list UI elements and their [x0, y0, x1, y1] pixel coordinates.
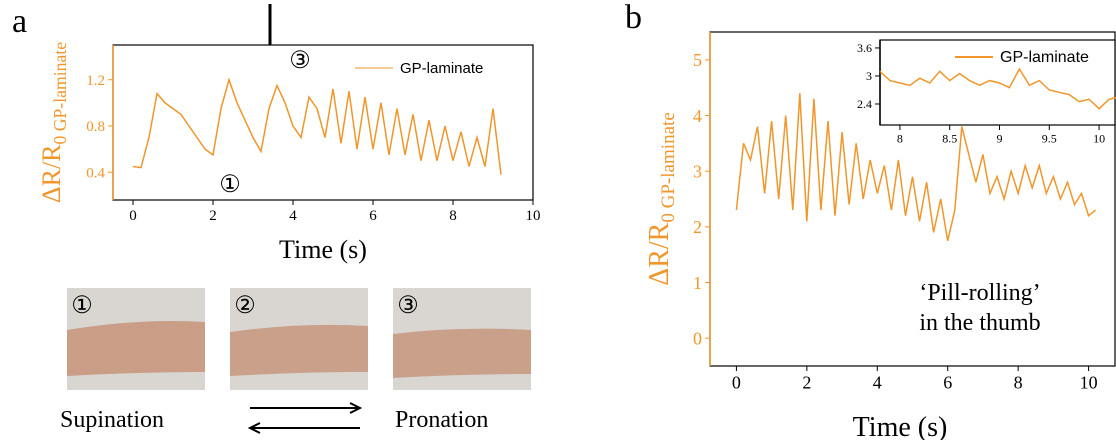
y-axis-title-sub: 0 GP-laminate — [658, 112, 679, 222]
y-axis-title-sub: 0 GP-laminate — [50, 42, 70, 145]
arrow — [247, 422, 360, 434]
arrow — [250, 402, 363, 414]
x-tick-label: 9.5 — [1042, 132, 1057, 146]
x-tick-label: 8 — [1014, 372, 1023, 392]
x-tick-label: 10 — [1093, 132, 1105, 146]
x-tick-label: 8 — [449, 208, 457, 224]
plot-area — [112, 44, 534, 201]
y-tick-label: 3.6 — [857, 41, 872, 55]
arm — [230, 324, 368, 376]
data-line — [735, 93, 1097, 241]
y-tick-label: 3 — [866, 69, 872, 83]
photo-label: ① — [71, 293, 93, 319]
annotation: ‘Pill-rolling’ — [919, 280, 1040, 306]
y-tick-label: 5 — [693, 50, 702, 70]
photo-label: ② — [234, 293, 256, 319]
legend-label: GP-laminate — [1000, 49, 1089, 66]
callout: ③ — [289, 48, 311, 74]
y-axis-title: ΔR/R0 GP-laminate — [37, 42, 70, 203]
x-tick-label: 0 — [129, 208, 137, 224]
y-axis-title-main: ΔR/R — [37, 144, 66, 203]
annotation: in the thumb — [919, 310, 1040, 336]
y-tick-label: 1.2 — [86, 73, 105, 89]
x-tick-label: 2 — [802, 372, 811, 392]
y-tick-label: 0 — [693, 328, 702, 348]
panel-label: a — [12, 3, 27, 40]
y-axis-title: ΔR/R0 GP-laminate — [644, 112, 679, 286]
data-line — [879, 67, 1116, 110]
arm — [393, 328, 531, 378]
x-tick-label: 9 — [996, 132, 1002, 146]
x-tick-label: 8 — [897, 132, 903, 146]
x-axis-title: Time (s) — [279, 235, 367, 264]
legend-label: GP-laminate — [400, 60, 483, 77]
data-line — [132, 77, 502, 175]
x-tick-label: 6 — [943, 372, 952, 392]
caption: Supination — [60, 407, 164, 433]
y-tick-label: 0.4 — [86, 165, 105, 181]
caption: Pronation — [395, 407, 488, 433]
callout: ① — [219, 172, 241, 198]
x-tick-label: 0 — [732, 372, 741, 392]
y-tick-label: 2.4 — [857, 97, 872, 111]
x-tick-label: 4 — [873, 372, 882, 392]
y-tick-label: 0.8 — [86, 119, 105, 135]
x-tick-label: 8.5 — [942, 132, 957, 146]
x-tick-label: 6 — [369, 208, 377, 224]
x-tick-label: 10 — [1080, 372, 1098, 392]
panel-label: b — [625, 0, 642, 36]
y-tick-label: 2 — [693, 217, 702, 237]
y-tick-label: 3 — [693, 161, 702, 181]
y-tick-label: 1 — [693, 273, 702, 293]
arm — [67, 321, 205, 376]
photo-label: ③ — [397, 293, 419, 319]
x-tick-label: 10 — [526, 208, 541, 224]
y-axis-title-main: ΔR/R — [644, 222, 675, 285]
x-tick-label: 2 — [209, 208, 217, 224]
x-axis-title: Time (s) — [853, 412, 948, 440]
x-tick-label: 4 — [289, 208, 297, 224]
y-tick-label: 4 — [693, 106, 702, 126]
